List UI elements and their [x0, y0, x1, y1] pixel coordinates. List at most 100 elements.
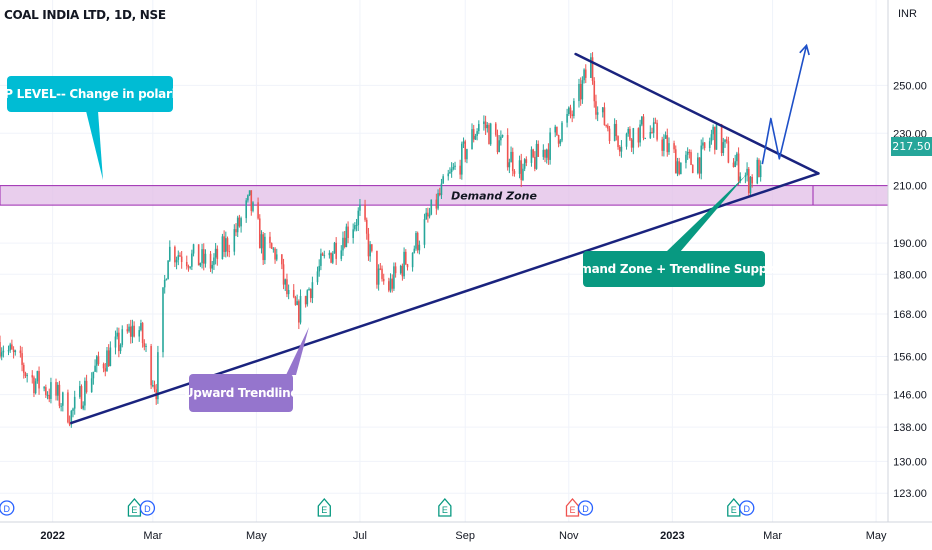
candle-up — [94, 365, 96, 372]
earnings-marker[interactable]: E — [127, 498, 142, 517]
earnings-marker[interactable]: E — [565, 498, 580, 517]
candle-down — [608, 128, 611, 141]
candle-up — [664, 135, 667, 139]
candle-down — [365, 219, 368, 234]
dividend-marker[interactable]: D — [0, 500, 15, 516]
candle-up — [204, 253, 207, 264]
candle-up — [318, 265, 321, 272]
candle-up — [189, 266, 191, 268]
candle-up — [413, 248, 416, 253]
event-marker-label: D — [744, 504, 751, 514]
candle-up — [328, 252, 331, 256]
candle-up — [191, 253, 193, 267]
candle-down — [690, 152, 692, 165]
demand-support-callout[interactable]: Demand Zone + Trendline Support — [562, 251, 786, 287]
candle-down — [269, 236, 271, 244]
dividend-marker[interactable]: D — [739, 500, 755, 516]
candle-down — [618, 146, 621, 152]
upward-trendline-callout[interactable]: Upward Trendline — [184, 374, 298, 412]
candle-up — [759, 165, 762, 178]
x-tick-label: Mar — [763, 530, 782, 542]
candle-up — [92, 371, 95, 379]
upward-trendline-text: Upward Trendline — [183, 386, 299, 400]
candle-down — [85, 380, 88, 393]
candle-up — [62, 392, 64, 406]
demand-support-text: Demand Zone + Trendline Support — [561, 262, 787, 276]
candle-up — [708, 141, 711, 149]
candle-up — [518, 160, 521, 174]
candle-up — [9, 344, 11, 351]
earnings-marker[interactable]: E — [727, 498, 741, 517]
candle-down — [656, 122, 658, 140]
candle-up — [474, 135, 477, 140]
dividend-marker[interactable]: D — [577, 500, 594, 516]
candle-down — [24, 372, 27, 376]
candle-down — [379, 268, 382, 270]
projection-arrowhead — [799, 43, 810, 56]
candle-down — [298, 301, 300, 323]
candle-up — [213, 257, 215, 265]
candle-up — [756, 159, 759, 184]
candle-down — [391, 278, 394, 289]
candle-up — [56, 384, 59, 396]
candle-down — [438, 193, 441, 195]
candle-up — [632, 128, 635, 148]
cip-level-callout[interactable]: CIP LEVEL-- Change in polarity — [0, 76, 189, 112]
candle-up — [95, 356, 98, 366]
dividend-marker[interactable]: D — [139, 500, 156, 516]
candle-up — [522, 168, 524, 180]
candle-down — [691, 164, 694, 174]
chart-title: COAL INDIA LTD, 1D, NSE — [4, 8, 166, 22]
candle-up — [749, 176, 752, 194]
earnings-marker[interactable]: E — [317, 498, 331, 517]
candle-down — [732, 162, 735, 168]
dividend-shape — [577, 500, 594, 516]
candle-up — [652, 122, 655, 133]
demand-zone-label: Demand Zone — [451, 189, 537, 202]
candle-up — [501, 135, 504, 137]
candle-down — [666, 135, 669, 153]
y-tick-label: 190.00 — [893, 238, 927, 250]
candle-up — [308, 288, 310, 291]
candle-up — [43, 387, 45, 389]
candle-down — [534, 156, 536, 169]
dividend-shape — [739, 500, 755, 516]
earnings-marker[interactable]: E — [438, 498, 452, 517]
candle-up — [561, 122, 563, 141]
dividend-shape — [0, 500, 15, 516]
candle-up — [90, 378, 93, 393]
candle-up — [423, 219, 426, 245]
candlestick-series — [0, 52, 762, 428]
candle-down — [126, 329, 129, 332]
candle-up — [549, 132, 551, 160]
candle-up — [466, 149, 468, 160]
demand-callout-pointer — [666, 175, 746, 252]
candle-up — [581, 80, 584, 100]
candle-up — [163, 279, 166, 288]
x-tick-label: 2022 — [40, 530, 64, 542]
candle-up — [583, 69, 585, 81]
candle-down — [569, 107, 572, 115]
candle-up — [476, 131, 478, 136]
candle-up — [109, 347, 112, 367]
candle-down — [364, 204, 366, 220]
candle-up — [46, 394, 49, 396]
candle-down — [511, 151, 514, 172]
candle-up — [323, 255, 326, 257]
candle-down — [281, 254, 283, 265]
candle-down — [603, 107, 606, 126]
trendline-callout-pointer — [286, 327, 309, 375]
x-tick-label: Sep — [455, 530, 475, 542]
candle-up — [523, 159, 526, 169]
candle-up — [418, 244, 421, 251]
candle-up — [489, 123, 492, 145]
candle-down — [330, 252, 332, 263]
candle-up — [140, 323, 142, 331]
candle-up — [590, 57, 592, 78]
candle-up — [357, 210, 360, 226]
candle-up — [233, 229, 236, 252]
candle-up — [712, 126, 714, 135]
candle-up — [168, 246, 171, 261]
candle-up — [131, 325, 134, 337]
candle-down — [226, 238, 229, 252]
